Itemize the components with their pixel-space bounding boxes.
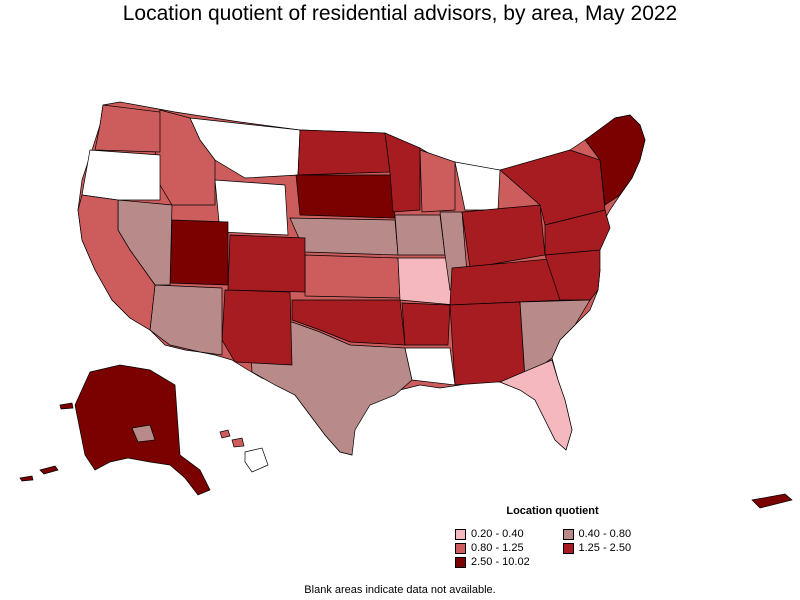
region-south-dakota [295,174,396,219]
legend: Location quotient 0.20 - 0.40 0.40 - 0.8… [455,505,670,569]
us-choropleth-map [0,40,800,520]
footnote: Blank areas indicate data not available. [304,584,496,596]
region-georgia-sc [519,299,591,379]
legend-item: 0.20 - 0.40 [455,527,563,541]
alaska-interior-area [131,424,156,443]
legend-row: 0.20 - 0.40 0.40 - 0.80 [455,527,670,541]
region-colorado [227,234,306,293]
alaska-region [19,364,211,496]
region-arkansas [401,302,451,346]
map-regions [77,104,646,456]
legend-item: 2.50 - 10.02 [455,555,565,569]
region-mississippi-alabama [449,301,526,386]
region-wyoming [214,179,289,236]
hawaii-island-big [244,447,269,473]
legend-row: 2.50 - 10.02 [455,555,670,569]
legend-swatch-c3 [455,542,466,554]
alaska-aleutian-islands [19,402,74,482]
legend-swatch-c1 [455,528,466,540]
legend-item: 1.25 - 2.50 [562,541,671,555]
region-oregon [81,149,161,201]
legend-label: 1.25 - 2.50 [578,542,632,554]
legend-label: 2.50 - 10.02 [471,556,530,568]
hawaii-island-1 [219,429,231,439]
legend-swatch-c2 [562,528,574,540]
region-mid-atlantic [544,209,611,256]
map-title: Location quotient of residential advisor… [122,2,678,25]
region-nebraska [289,217,399,256]
region-utah [169,219,229,286]
region-minnesota [384,132,421,213]
legend-item: 0.80 - 1.25 [455,541,563,555]
legend-swatch-c5 [455,556,466,568]
legend-row: 0.80 - 1.25 1.25 - 2.50 [455,541,670,555]
puerto-rico-region [751,493,793,509]
region-arizona [149,284,223,356]
region-kansas [304,254,401,299]
legend-label: 0.80 - 1.25 [471,542,524,554]
hawaii-region [219,429,269,473]
region-new-england [584,114,646,206]
legend-label: 0.40 - 0.80 [578,528,632,540]
region-north-dakota [297,129,391,176]
region-iowa [394,214,446,256]
region-louisiana [404,347,456,386]
legend-item: 0.40 - 0.80 [562,527,671,541]
region-california [77,194,156,331]
region-washington [94,104,161,153]
legend-label: 0.20 - 0.40 [471,528,524,540]
legend-swatch-c4 [562,542,574,554]
region-new-mexico [221,289,293,366]
region-wisconsin [419,149,456,213]
hawaii-island-2 [231,437,245,448]
region-florida [499,359,573,451]
puerto-rico-island [751,493,793,509]
legend-title: Location quotient [506,505,599,517]
